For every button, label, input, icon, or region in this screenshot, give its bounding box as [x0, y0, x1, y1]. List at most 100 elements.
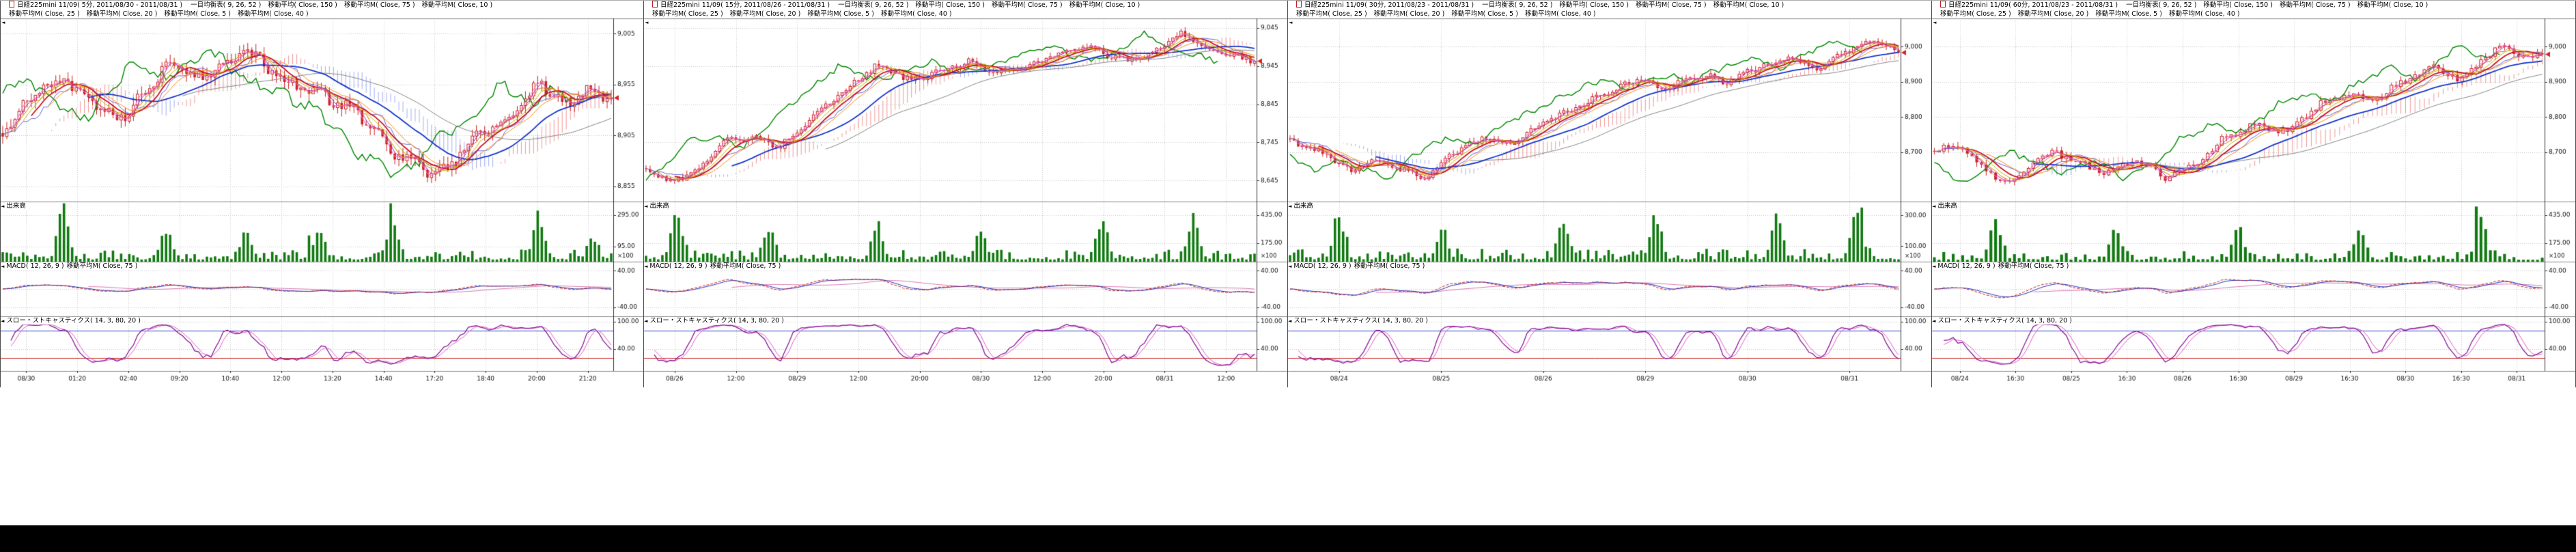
pane-collapse-icon[interactable]: ◄: [644, 204, 648, 209]
legend-line-2: 移動平均M( Close, 25 ) 移動平均M( Close, 20 ) 移動平均…: [9, 10, 316, 18]
legend-item: 移動平均( Close, 150 ): [1559, 1, 1629, 9]
volume-pane-label: 出来高: [1292, 202, 1315, 210]
volume-pane-label: 出来高: [5, 202, 27, 210]
stochastics-pane-label: スロー・ストキャスティクス( 14, 3, 80, 20 ): [5, 317, 142, 325]
macd-pane-label: MACD( 12, 26, 9 ): [1292, 262, 1353, 270]
legend-item: 移動平均( Close, 150 ): [268, 1, 337, 9]
pane-collapse-icon[interactable]: ◄: [1288, 318, 1292, 324]
pane-collapse-icon[interactable]: ◄: [1, 20, 5, 25]
panel-legend-line: 移動平均M( Close, 25 ) 移動平均M( Close, 20 ) 移動平均…: [652, 10, 1286, 18]
legend-item: 移動平均M( Close, 5 ): [164, 10, 231, 18]
pane-collapse-icon[interactable]: ◄: [1, 204, 5, 209]
candlestick-chart-canvas[interactable]: [1288, 18, 1931, 387]
legend-item: 移動平均M( Close, 75 ): [344, 1, 415, 9]
legend-item: 移動平均M( Close, 25 ): [1296, 10, 1367, 18]
macd-pane-header: ◄ MACD( 12, 26, 9 ) 移動平均M( Close, 75 ): [1288, 262, 1427, 271]
candlestick-chart-icon: [9, 1, 14, 8]
pane-collapse-icon[interactable]: ◄: [1932, 318, 1936, 324]
stochastics-pane-header: ◄ スロー・ストキャスティクス( 14, 3, 80, 20 ): [1, 317, 142, 325]
chart-panel: 日経225mini 11/09( 60分, 2011/08/23 - 2011/…: [1932, 1, 2576, 387]
legend-item: 移動平均M( Close, 75 ): [2279, 1, 2351, 9]
stochastics-pane-header: ◄ スロー・ストキャスティクス( 14, 3, 80, 20 ): [1932, 317, 2073, 325]
legend-item: 移動平均M( Close, 40 ): [880, 10, 952, 18]
legend-item: 一目均衡表( 9, 26, 52 ): [838, 1, 909, 9]
pane-collapse-icon[interactable]: ◄: [1288, 264, 1292, 269]
stochastics-pane-label: スロー・ストキャスティクス( 14, 3, 80, 20 ): [1936, 317, 2073, 325]
legend-item: 移動平均M( Close, 25 ): [1940, 10, 2011, 18]
macd-pane-header: ◄ MACD( 12, 26, 9 ) 移動平均M( Close, 75 ): [1, 262, 139, 271]
stochastics-pane-header: ◄ スロー・ストキャスティクス( 14, 3, 80, 20 ): [644, 317, 785, 325]
panel-header: 日経225mini 11/09( 60分, 2011/08/23 - 2011/…: [1932, 1, 2575, 18]
macd-pane-label: MACD( 12, 26, 9 ): [1936, 262, 1997, 270]
legend-item: 移動平均M( Close, 10 ): [421, 1, 493, 9]
pane-collapse-icon[interactable]: ◄: [644, 264, 648, 269]
macd-pane-label: MACD( 12, 26, 9 ): [5, 262, 66, 270]
panel-title-line: 日経225mini 11/09( 60分, 2011/08/23 - 2011/…: [1940, 1, 2574, 10]
stochastics-pane-header: ◄ スロー・ストキャスティクス( 14, 3, 80, 20 ): [1288, 317, 1429, 325]
legend-item: 移動平均( Close, 150 ): [2203, 1, 2273, 9]
pane-collapse-icon[interactable]: ◄: [1932, 264, 1936, 269]
stochastics-pane-label: スロー・ストキャスティクス( 14, 3, 80, 20 ): [648, 317, 785, 325]
legend-line-2: 移動平均M( Close, 25 ) 移動平均M( Close, 20 ) 移動平均…: [652, 10, 959, 18]
legend-item: 移動平均M( Close, 10 ): [2357, 1, 2428, 9]
panel-header: 日経225mini 11/09( 5分, 2011/08/30 - 2011/0…: [1, 1, 643, 18]
panel-title: 日経225mini 11/09( 60分, 2011/08/23 - 2011/…: [1948, 1, 2118, 9]
candlestick-chart-canvas[interactable]: [1, 18, 643, 387]
candlestick-chart-canvas[interactable]: [1932, 18, 2575, 387]
macd-pane-header: ◄ MACD( 12, 26, 9 ) 移動平均M( Close, 75 ): [644, 262, 783, 271]
panel-header: 日経225mini 11/09( 15分, 2011/08/26 - 2011/…: [644, 1, 1287, 18]
legend-item: 移動平均M( Close, 40 ): [1524, 10, 1596, 18]
volume-pane-header: ◄ 出来高: [1932, 202, 1959, 210]
legend-item: 一目均衡表( 9, 26, 52 ): [191, 1, 262, 9]
macd-pane-header: ◄ MACD( 12, 26, 9 ) 移動平均M( Close, 75 ): [1932, 262, 2071, 271]
legend-item: 移動平均M( Close, 20 ): [86, 10, 158, 18]
pane-collapse-icon[interactable]: ◄: [1, 264, 5, 269]
candlestick-chart-icon: [1296, 1, 1302, 8]
pane-collapse-icon[interactable]: ◄: [644, 318, 648, 324]
legend-item: 移動平均M( Close, 10 ): [1069, 1, 1140, 9]
pane-collapse-icon[interactable]: ◄: [1932, 204, 1936, 209]
pane-collapse-icon[interactable]: ◄: [645, 20, 649, 25]
legend-line-1: 一目均衡表( 9, 26, 52 ) 移動平均( Close, 150 ) 移動平均…: [838, 1, 1147, 9]
legend-item: 移動平均( Close, 150 ): [915, 1, 985, 9]
legend-item: 一目均衡表( 9, 26, 52 ): [2126, 1, 2197, 9]
panel-title: 日経225mini 11/09( 5分, 2011/08/30 - 2011/0…: [17, 1, 183, 9]
pane-collapse-icon[interactable]: ◄: [1, 318, 5, 324]
volume-pane-header: ◄ 出来高: [644, 202, 671, 210]
panel-title-line: 日経225mini 11/09( 30分, 2011/08/23 - 2011/…: [1296, 1, 1930, 10]
legend-item: 移動平均M( Close, 5 ): [2095, 10, 2162, 18]
candlestick-chart-canvas[interactable]: [644, 18, 1287, 387]
legend-item: 移動平均M( Close, 40 ): [2168, 10, 2240, 18]
stochastics-pane-label: スロー・ストキャスティクス( 14, 3, 80, 20 ): [1292, 317, 1429, 325]
legend-line-1: 一目均衡表( 9, 26, 52 ) 移動平均( Close, 150 ) 移動平均…: [1482, 1, 1791, 9]
macd-ma-label: 移動平均M( Close, 75 ): [65, 262, 139, 270]
legend-item: 移動平均M( Close, 10 ): [1713, 1, 1784, 9]
panel-title: 日経225mini 11/09( 15分, 2011/08/26 - 2011/…: [660, 1, 830, 9]
legend-item: 一目均衡表( 9, 26, 52 ): [1482, 1, 1553, 9]
bottom-taskbar: [0, 525, 2576, 552]
pane-collapse-icon[interactable]: ◄: [1933, 20, 1937, 25]
legend-item: 移動平均M( Close, 75 ): [1635, 1, 1707, 9]
chart-panel: 日経225mini 11/09( 5分, 2011/08/30 - 2011/0…: [0, 1, 644, 387]
chart-workspace: 日経225mini 11/09( 5分, 2011/08/30 - 2011/0…: [0, 0, 2576, 387]
volume-pane-label: 出来高: [648, 202, 671, 210]
macd-ma-label: 移動平均M( Close, 75 ): [708, 262, 783, 270]
macd-ma-label: 移動平均M( Close, 75 ): [1352, 262, 1427, 270]
panel-title: 日経225mini 11/09( 30分, 2011/08/23 - 2011/…: [1304, 1, 1474, 9]
macd-ma-label: 移動平均M( Close, 75 ): [1996, 262, 2071, 270]
legend-item: 移動平均M( Close, 40 ): [237, 10, 309, 18]
legend-line-1: 一目均衡表( 9, 26, 52 ) 移動平均( Close, 150 ) 移動平均…: [2126, 1, 2435, 9]
volume-pane-header: ◄ 出来高: [1288, 202, 1315, 210]
legend-item: 移動平均M( Close, 20 ): [729, 10, 801, 18]
legend-line-2: 移動平均M( Close, 25 ) 移動平均M( Close, 20 ) 移動平均…: [1940, 10, 2247, 18]
legend-item: 移動平均M( Close, 75 ): [991, 1, 1063, 9]
pane-collapse-icon[interactable]: ◄: [1288, 204, 1292, 209]
legend-line-2: 移動平均M( Close, 25 ) 移動平均M( Close, 20 ) 移動平均…: [1296, 10, 1603, 18]
chart-panel: 日経225mini 11/09( 15分, 2011/08/26 - 2011/…: [644, 1, 1288, 387]
legend-item: 移動平均M( Close, 25 ): [9, 10, 80, 18]
volume-pane-label: 出来高: [1936, 202, 1959, 210]
panel-title-line: 日経225mini 11/09( 15分, 2011/08/26 - 2011/…: [652, 1, 1286, 10]
candlestick-chart-icon: [1940, 1, 1946, 8]
pane-collapse-icon[interactable]: ◄: [1289, 20, 1293, 25]
chart-panel: 日経225mini 11/09( 30分, 2011/08/23 - 2011/…: [1288, 1, 1932, 387]
